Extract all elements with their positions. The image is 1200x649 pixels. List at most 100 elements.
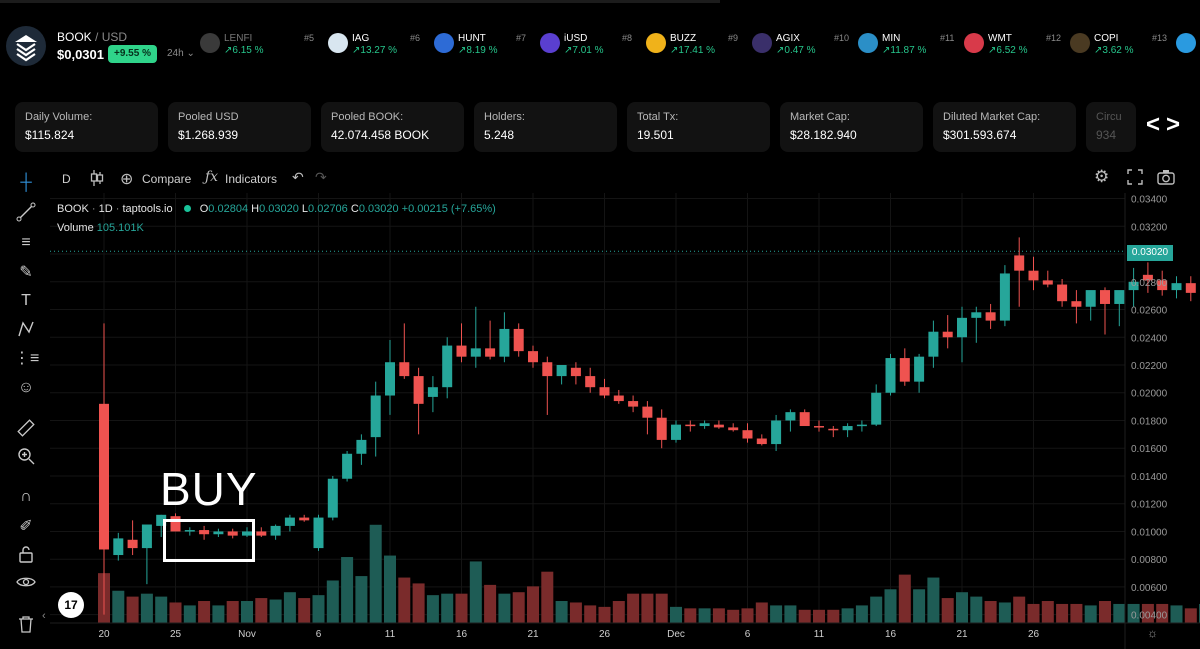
- zoom-in-icon[interactable]: [14, 446, 38, 468]
- volume-bar: [112, 590, 125, 623]
- chevron-right-icon[interactable]: >: [1166, 111, 1187, 138]
- volume-bar: [870, 596, 883, 623]
- candle-body: [141, 524, 152, 549]
- candle: [628, 395, 639, 413]
- axis-settings-icon[interactable]: ☼: [1147, 626, 1158, 640]
- text-tool-icon[interactable]: T: [21, 292, 31, 309]
- ticker-item[interactable]: #11 WMT ↗6.52 %: [940, 30, 1044, 60]
- volume-bar: [627, 593, 640, 623]
- volume-bar: [298, 598, 311, 623]
- candle-body: [1085, 290, 1096, 307]
- candle: [1100, 287, 1110, 335]
- volume-bar: [755, 602, 768, 623]
- fib-retracement-icon[interactable]: ≡: [21, 234, 31, 251]
- candle-body: [242, 531, 252, 536]
- y-axis: 0.034000.032000.030000.028000.026000.024…: [1124, 193, 1168, 649]
- fullscreen-icon[interactable]: [1127, 169, 1143, 188]
- stat-value: $115.824: [25, 128, 75, 142]
- chevron-left-icon[interactable]: <: [1146, 111, 1167, 138]
- volume-bar: [998, 602, 1011, 623]
- redo-icon[interactable]: ↷: [315, 169, 327, 185]
- token-icon: [858, 33, 878, 53]
- range-select[interactable]: 24h ⌄: [167, 48, 195, 59]
- candle: [513, 323, 524, 357]
- brush-icon[interactable]: ✎: [19, 264, 33, 281]
- ticker-item[interactable]: #13OPT↗14: [1152, 30, 1200, 60]
- candle-body: [1100, 290, 1110, 304]
- candle-body: [342, 453, 353, 479]
- ticker-change: ↗7.01 %: [564, 45, 604, 56]
- candle-body: [170, 516, 181, 532]
- stat-card: Daily Volume: $115.824: [15, 102, 158, 152]
- scroll-left-icon[interactable]: ‹: [42, 610, 46, 622]
- ticker-rank: #5: [304, 33, 315, 43]
- ruler-icon[interactable]: [14, 418, 38, 440]
- ticker-item[interactable]: #5 IAG ↗13.27 %: [304, 30, 408, 60]
- ticker-item[interactable]: #8 BUZZ ↗17.41 %: [622, 30, 726, 60]
- candle-body: [470, 348, 481, 357]
- volume-bar: [1113, 603, 1126, 623]
- volume-bar: [226, 601, 239, 623]
- candle: [385, 340, 395, 415]
- indicators-button[interactable]: Indicators: [225, 172, 278, 186]
- y-tick-label: 0.02800: [1131, 278, 1168, 289]
- ticker-item[interactable]: #10 MIN ↗11.87 %: [834, 30, 938, 60]
- candle-body: [113, 538, 124, 556]
- camera-icon[interactable]: [1157, 169, 1175, 188]
- volume-bar: [612, 601, 625, 623]
- x-tick-label: 25: [170, 629, 182, 640]
- settings-gear-icon[interactable]: ⚙: [1094, 167, 1110, 186]
- candle-body: [814, 426, 824, 428]
- ticker-change: ↗6.15 %: [224, 45, 264, 56]
- trash-icon[interactable]: [14, 615, 38, 637]
- volume-bar: [598, 606, 611, 623]
- trendline-icon[interactable]: [14, 202, 38, 224]
- undo-icon[interactable]: ↶: [292, 169, 304, 185]
- volume-bar: [484, 584, 497, 623]
- prediction-icon[interactable]: ⋮≡: [14, 350, 40, 367]
- volume-bar: [341, 557, 354, 623]
- pair-base: BOOK: [57, 30, 92, 44]
- pair-name[interactable]: BOOK / USD: [57, 30, 127, 44]
- indicators-fx-icon[interactable]: ƒx: [205, 169, 219, 185]
- volume-bar: [255, 598, 268, 623]
- pattern-icon[interactable]: [14, 319, 38, 341]
- candle-body: [270, 525, 281, 536]
- volume-bar: [1056, 603, 1069, 623]
- candle-body: [1157, 280, 1168, 291]
- ticker-item[interactable]: #9 AGIX ↗0.47 %: [728, 30, 832, 60]
- magnet-icon[interactable]: ∩: [20, 488, 32, 505]
- candle: [814, 420, 824, 432]
- interval-button[interactable]: D: [62, 172, 71, 186]
- compare-button[interactable]: Compare: [142, 172, 192, 186]
- ticker-item[interactable]: #6 HUNT ↗8.19 %: [410, 30, 514, 60]
- stat-value: $1.268.939: [178, 128, 239, 142]
- book-logo-icon[interactable]: [6, 26, 46, 66]
- compare-plus-icon[interactable]: ⊕: [120, 171, 134, 188]
- candle: [213, 528, 224, 537]
- tradingview-logo-icon[interactable]: 17: [58, 592, 84, 618]
- ticker-item[interactable]: LENFI ↗6.15 %: [198, 30, 302, 60]
- y-tick-label: 0.03200: [1131, 222, 1168, 233]
- lock-icon[interactable]: [14, 545, 38, 567]
- volume-bar: [169, 602, 182, 623]
- candle: [427, 376, 438, 413]
- candle-style-icon[interactable]: [90, 169, 104, 190]
- volume-bar: [784, 605, 797, 623]
- smiley-icon[interactable]: ☺: [17, 379, 35, 396]
- candle: [742, 423, 753, 443]
- eye-icon[interactable]: [14, 574, 38, 596]
- low-key: L: [301, 203, 309, 215]
- stat-nav-arrows[interactable]: <>: [1146, 111, 1186, 139]
- price-chart[interactable]: 0.034000.032000.030000.028000.026000.024…: [50, 193, 1200, 649]
- volume-bar: [312, 595, 325, 623]
- ticker-item[interactable]: #7 iUSD ↗7.01 %: [516, 30, 620, 60]
- low-value: 0.02706: [308, 203, 348, 215]
- candle-body: [942, 331, 953, 338]
- y-tick-label: 0.02400: [1131, 333, 1168, 344]
- volume-bar: [670, 606, 682, 623]
- volume-bar: [741, 608, 754, 623]
- lock-drawing-icon[interactable]: ✐: [19, 518, 33, 535]
- crosshair-icon[interactable]: ┼: [20, 174, 32, 191]
- ticker-item[interactable]: #12 COPI ↗3.62 %: [1046, 30, 1150, 60]
